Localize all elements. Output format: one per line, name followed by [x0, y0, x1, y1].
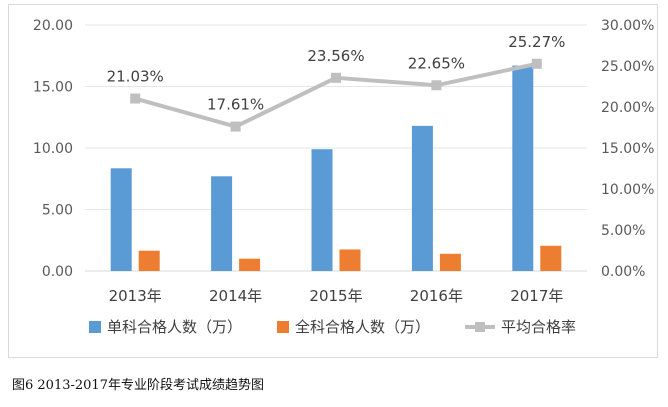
bar-all-subject	[339, 249, 361, 271]
bar-single-subject	[110, 168, 132, 271]
y-left-tick-label: 20.00	[33, 18, 73, 34]
pass-rate-point	[331, 72, 341, 83]
legend-swatch-all-subject	[277, 321, 289, 333]
pass-rate-data-label: 23.56%	[307, 47, 364, 65]
y-right-tick-label: 15.00%	[601, 141, 654, 157]
bar-single-subject	[311, 149, 333, 271]
legend-label: 单科合格人数（万）	[107, 318, 242, 336]
bar-all-subject	[540, 245, 562, 271]
pass-rate-point	[531, 58, 542, 69]
pass-rate-point	[431, 80, 442, 91]
y-right-tick-label: 25.00%	[601, 59, 654, 75]
legend-label: 全科合格人数（万）	[295, 318, 430, 336]
legend-swatch-single-subject	[89, 321, 101, 333]
bar-all-subject	[138, 250, 160, 271]
y-right-tick-label: 5.00%	[601, 223, 645, 239]
x-tick-label: 2017年	[510, 287, 563, 305]
bar-all-subject	[239, 258, 261, 271]
x-tick-label: 2013年	[109, 287, 162, 305]
y-left-tick-label: 15.00	[33, 80, 73, 96]
legend-marker-pass-rate	[475, 322, 485, 332]
pass-rate-data-label: 22.65%	[408, 54, 465, 72]
chart-frame: 0.00 5.00 10.00 15.00 20.00 0.00% 5.00% 10.00% 1…	[8, 4, 658, 358]
pass-rate-data-label: 21.03%	[107, 68, 164, 86]
figure-caption: 图6 2013-2017年专业阶段考试成绩趋势图	[12, 378, 264, 393]
y-right-tick-label: 30.00%	[601, 18, 654, 34]
y-right-tick-label: 20.00%	[601, 100, 654, 116]
x-tick-label: 2016年	[410, 287, 463, 305]
x-tick-label: 2015年	[309, 287, 362, 305]
y-right-tick-label: 10.00%	[601, 182, 654, 198]
y-left-tick-label: 5.00	[42, 203, 73, 219]
combo-chart: 0.00 5.00 10.00 15.00 20.00 0.00% 5.00% 10.00% 1…	[33, 18, 654, 336]
x-tick-label: 2014年	[209, 287, 262, 305]
pass-rate-data-label: 17.61%	[207, 96, 264, 114]
y-left-tick-label: 0.00	[42, 264, 73, 280]
pass-rate-point	[230, 121, 241, 132]
legend-label: 平均合格率	[501, 318, 576, 336]
bar-all-subject	[439, 253, 461, 271]
pass-rate-point	[130, 93, 141, 104]
bar-single-subject	[211, 176, 233, 271]
y-right-tick-label: 0.00%	[601, 264, 645, 280]
y-left-tick-label: 10.00	[33, 141, 73, 157]
bar-single-subject	[512, 65, 534, 271]
bar-single-subject	[411, 125, 433, 271]
pass-rate-data-label: 25.27%	[508, 33, 565, 51]
